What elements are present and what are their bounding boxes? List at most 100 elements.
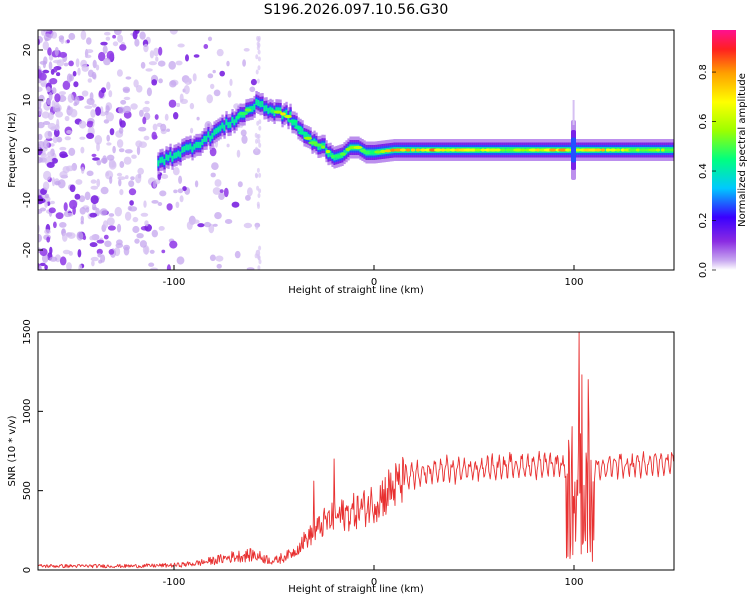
- noise-blob: [42, 139, 50, 149]
- colorbar-tick-label: 0.8: [698, 64, 709, 80]
- noise-blob: [85, 49, 94, 54]
- noise-blob: [144, 246, 149, 255]
- noise-blob: [67, 105, 71, 110]
- noise-blob: [219, 70, 225, 77]
- ridge-core: [405, 148, 411, 152]
- noise-blob: [86, 132, 95, 139]
- noise-blob: [118, 178, 122, 187]
- noise-blob: [142, 106, 150, 113]
- noise-blob: [176, 256, 185, 265]
- noise-blob: [254, 132, 258, 138]
- ridge-band-green: [281, 113, 284, 120]
- ridge-core: [360, 149, 366, 153]
- noise-blob: [100, 111, 106, 117]
- noise-blob: [257, 42, 261, 48]
- noise-blob: [123, 156, 132, 165]
- ridge-core: [655, 148, 661, 152]
- noise-blob: [119, 189, 124, 196]
- ridge-band-green: [287, 115, 290, 122]
- ridge-core: [374, 150, 382, 154]
- noise-blob: [226, 143, 230, 148]
- noise-blob: [179, 93, 184, 103]
- noise-blob: [68, 32, 76, 41]
- ridge-band-green: [223, 124, 226, 131]
- ridge-core: [468, 148, 478, 152]
- noise-blob: [53, 128, 60, 138]
- noise-blob: [40, 82, 48, 86]
- noise-blob: [120, 99, 127, 105]
- noise-blob: [257, 193, 261, 199]
- noise-blob: [256, 167, 260, 173]
- ridge-core: [669, 148, 674, 152]
- noise-blob: [100, 41, 108, 46]
- noise-blob: [139, 31, 146, 40]
- noise-blob: [95, 106, 101, 116]
- ridge-band-green: [259, 101, 262, 108]
- noise-blob: [75, 179, 83, 185]
- noise-blob: [80, 215, 85, 223]
- ridge-band-green: [215, 128, 218, 134]
- noise-blob: [143, 43, 149, 53]
- noise-blob: [49, 200, 56, 205]
- noise-blob: [45, 193, 50, 199]
- noise-blob: [226, 60, 230, 67]
- noise-blob: [123, 96, 131, 101]
- noise-blob: [116, 172, 123, 177]
- noise-blob: [63, 202, 68, 212]
- noise-blob: [100, 186, 109, 195]
- noise-blob: [115, 243, 124, 248]
- noise-blob: [258, 172, 262, 178]
- noise-blob: [256, 120, 260, 126]
- noise-blob: [79, 207, 87, 215]
- noise-blob: [209, 147, 217, 157]
- ridge-band-green: [213, 129, 216, 136]
- noise-blob: [46, 98, 51, 106]
- ridge-band-green: [165, 154, 168, 161]
- noise-blob: [257, 138, 261, 144]
- noise-blob: [114, 206, 123, 217]
- noise-blob: [151, 229, 158, 238]
- ridge-core: [380, 149, 386, 153]
- noise-blob: [111, 161, 116, 168]
- noise-blob: [66, 73, 72, 83]
- colorbar: 0.0 0.2 0.4 0.6 0.8 Normalized spectral ampl…: [698, 30, 748, 278]
- ridge-band-green: [323, 142, 326, 149]
- noise-blob: [106, 50, 115, 61]
- noise-blob: [51, 177, 56, 187]
- noise-blob: [152, 123, 158, 131]
- noise-blob: [160, 123, 167, 132]
- noise-blob: [112, 145, 116, 154]
- snr-x-label: Height of straight line (km): [288, 584, 424, 595]
- ridge-band-green: [171, 155, 174, 162]
- noise-blob: [169, 240, 178, 249]
- ridge-band-green: [305, 133, 308, 140]
- noise-blob: [197, 223, 205, 228]
- spectrogram-x-tick-label: -100: [163, 277, 186, 288]
- noise-blob: [59, 256, 67, 266]
- ridge-core: [474, 148, 482, 152]
- noise-blob: [140, 212, 149, 217]
- ridge-band-green: [267, 107, 270, 114]
- noise-blob: [207, 73, 214, 79]
- noise-blob: [65, 212, 74, 217]
- noise-blob: [105, 36, 111, 41]
- noise-blob: [106, 142, 112, 146]
- noise-blob: [105, 105, 110, 113]
- noise-blob: [68, 147, 76, 156]
- noise-blob: [72, 70, 77, 77]
- noise-blob: [236, 149, 241, 158]
- noise-blob: [150, 267, 158, 270]
- noise-blob: [47, 112, 54, 121]
- ridge-band-green: [227, 122, 230, 129]
- noise-blob: [246, 267, 255, 270]
- ridge-band-green: [233, 119, 236, 126]
- noise-blob: [47, 151, 53, 158]
- noise-blob: [90, 185, 99, 190]
- noise-blob: [185, 54, 189, 62]
- noise-blob: [240, 129, 247, 137]
- noise-blob: [122, 88, 130, 94]
- noise-blob: [152, 180, 157, 189]
- noise-blob: [80, 59, 88, 68]
- ridge-core: [639, 148, 647, 152]
